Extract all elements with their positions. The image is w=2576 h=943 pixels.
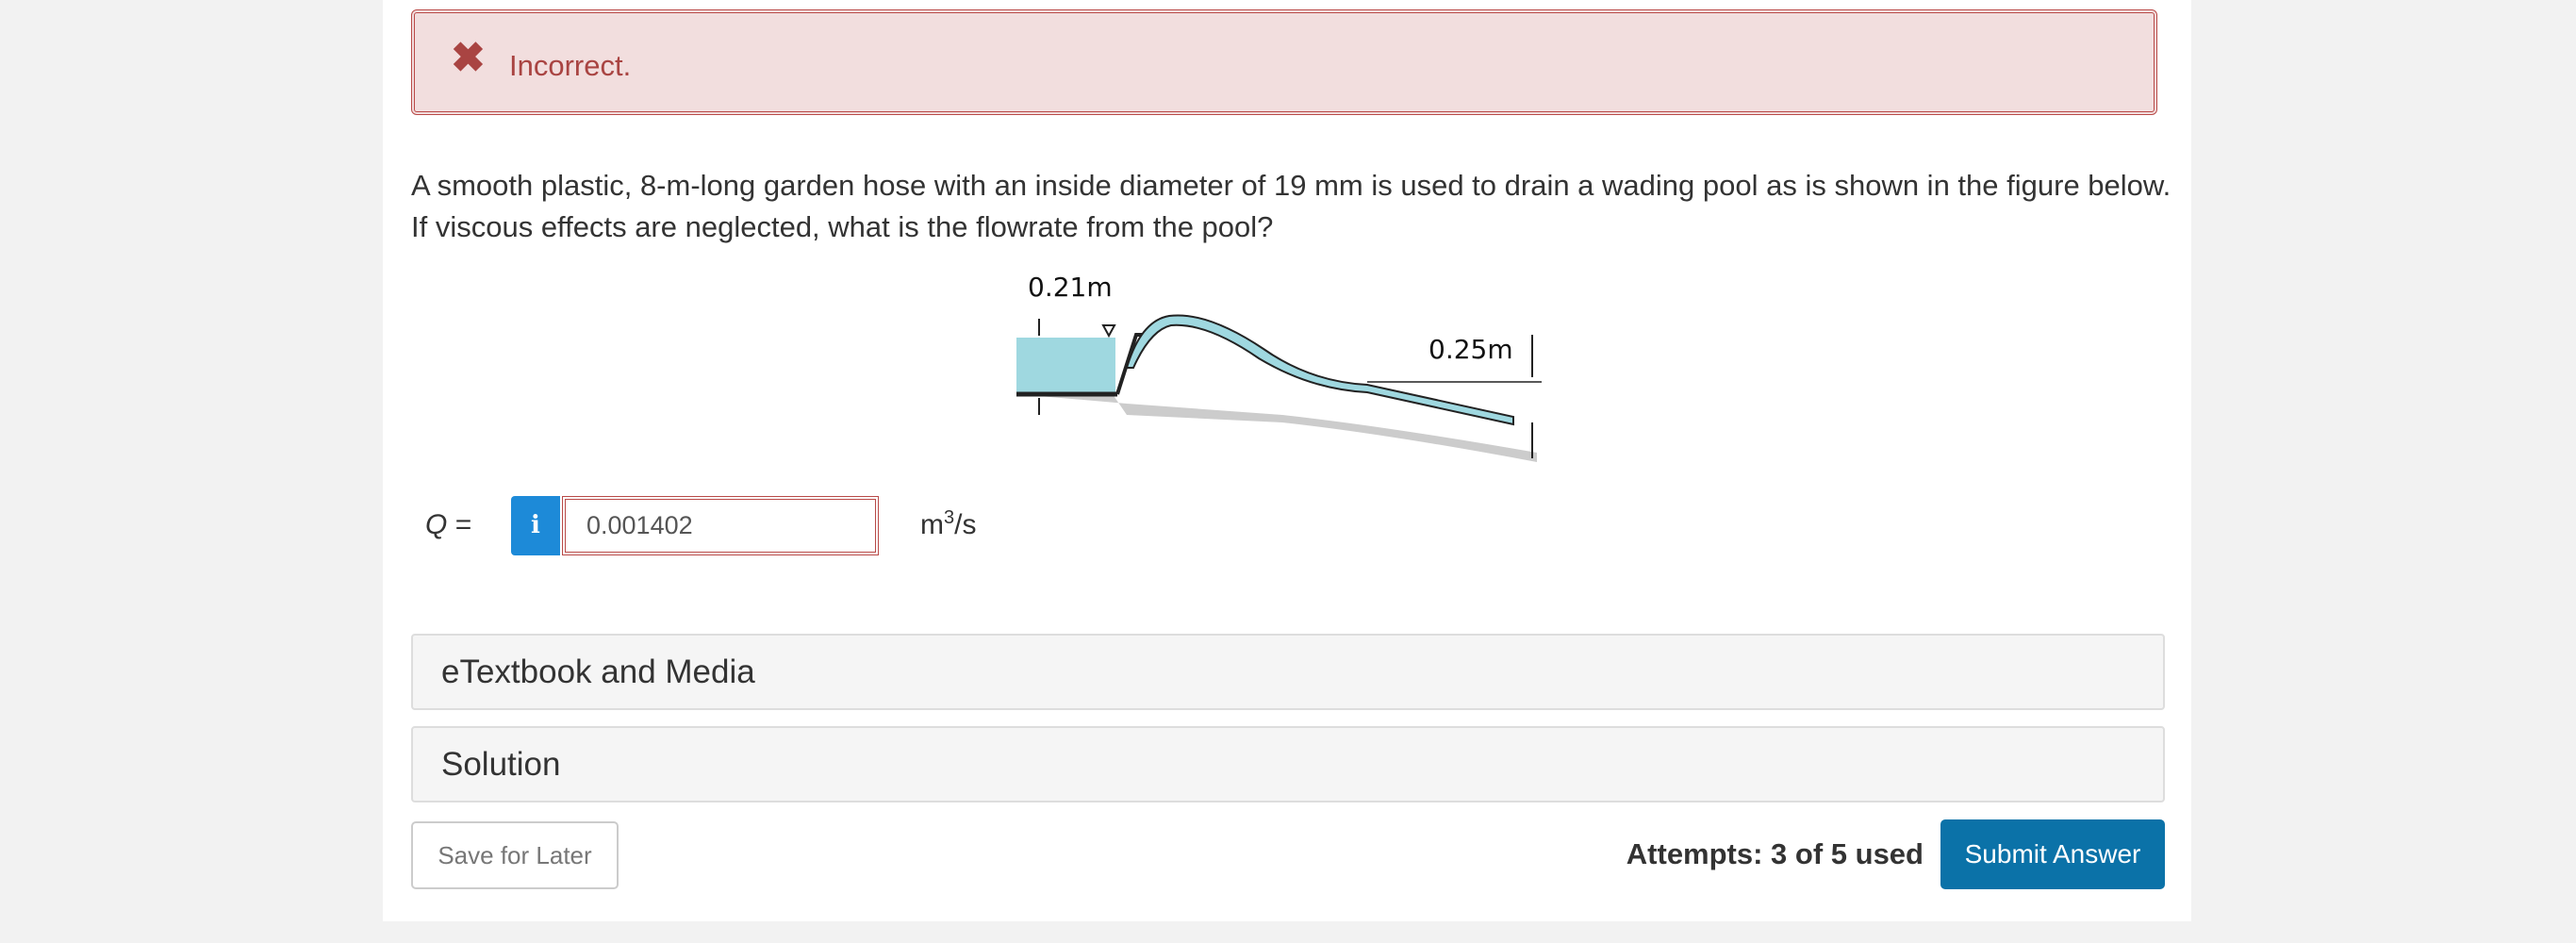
- drop-label: 0.25m: [1428, 334, 1513, 365]
- question-line: If viscous effects are neglected, what i…: [411, 210, 1274, 243]
- answer-unit: m3/s: [920, 507, 976, 541]
- question: A smooth plastic, 8-m-long garden hose w…: [411, 165, 2171, 248]
- info-button[interactable]: i: [511, 496, 560, 555]
- unit-suffix: /s: [954, 509, 977, 540]
- unit-exponent: 3: [944, 507, 955, 528]
- answer-label: Q =: [425, 509, 471, 541]
- unit-base: m: [920, 509, 944, 540]
- submit-button[interactable]: Submit Answer: [1940, 819, 2165, 889]
- question-line: A smooth plastic, 8-m-long garden hose w…: [411, 169, 2171, 202]
- solution-panel[interactable]: Solution: [411, 726, 2165, 802]
- surface-marker: [1101, 324, 1116, 339]
- hose: [1125, 314, 1514, 426]
- answer-input[interactable]: 0.001402: [562, 496, 879, 555]
- alert: ✖ Incorrect.: [411, 9, 2157, 115]
- depth-label: 0.21m: [1028, 273, 1113, 303]
- answer-var: Q: [425, 509, 448, 540]
- answer-equals: =: [454, 509, 472, 540]
- alert-message: Incorrect.: [509, 49, 632, 82]
- save-button[interactable]: Save for Later: [411, 821, 619, 889]
- ground: [1016, 394, 1537, 462]
- pool-water: [1016, 338, 1115, 392]
- attempts: Attempts: 3 of 5 used: [1626, 837, 1924, 870]
- alert-icon: ✖: [451, 35, 486, 81]
- figure: 0.21m 0.25m: [1016, 273, 1542, 462]
- etextbook-panel[interactable]: eTextbook and Media: [411, 634, 2165, 710]
